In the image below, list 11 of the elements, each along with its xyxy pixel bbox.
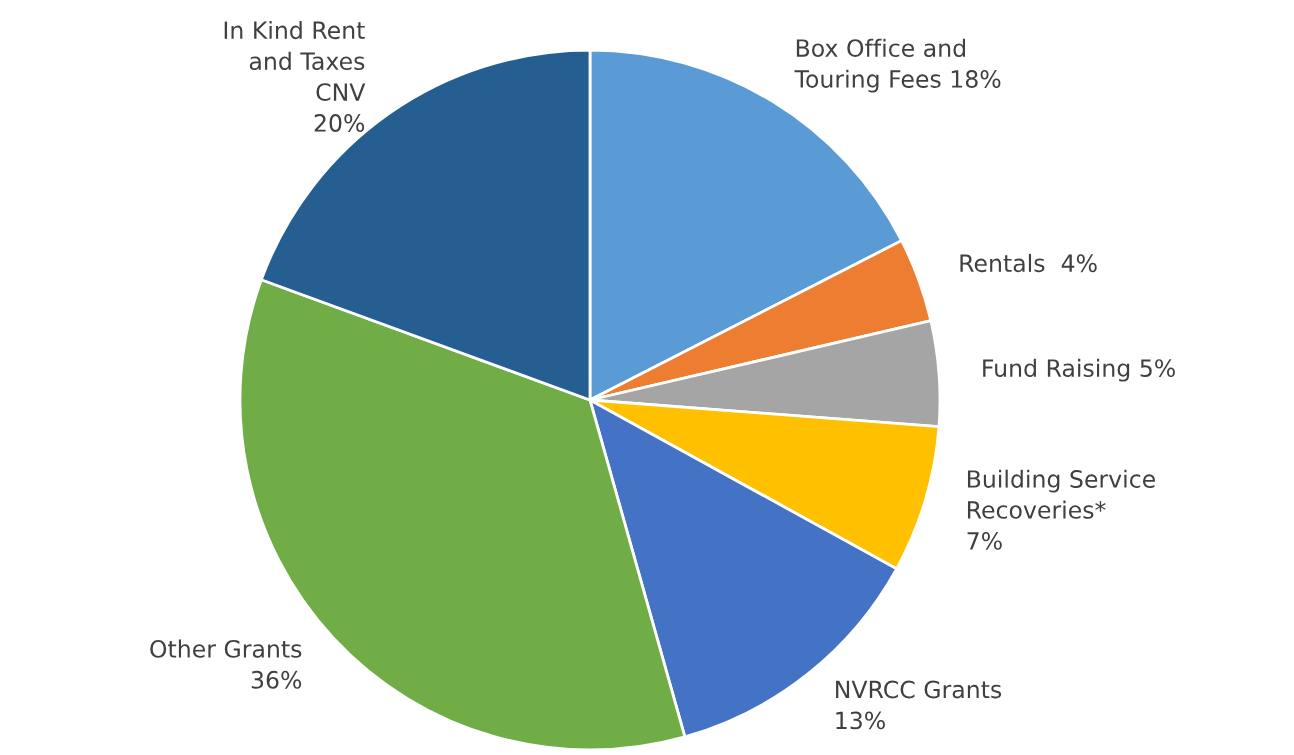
slice-label: NVRCC Grants [836,680,1002,699]
slice-label: Fund Raising 5% [983,358,1175,382]
data-label: 36% [251,670,302,689]
slice-label: Other Grants [150,639,302,658]
slice-label: Box Office and Touring Fees 18% [794,38,1001,93]
slice-label: Rentals 4% [960,253,1097,273]
slice-label: Building Service Recoveries* [967,469,1155,519]
data-label: 13% [836,711,885,730]
slice-label: In Kind Rent and Taxes CNV [224,20,366,102]
data-label: 7% [967,531,1002,550]
data-label: 20% [314,114,365,132]
